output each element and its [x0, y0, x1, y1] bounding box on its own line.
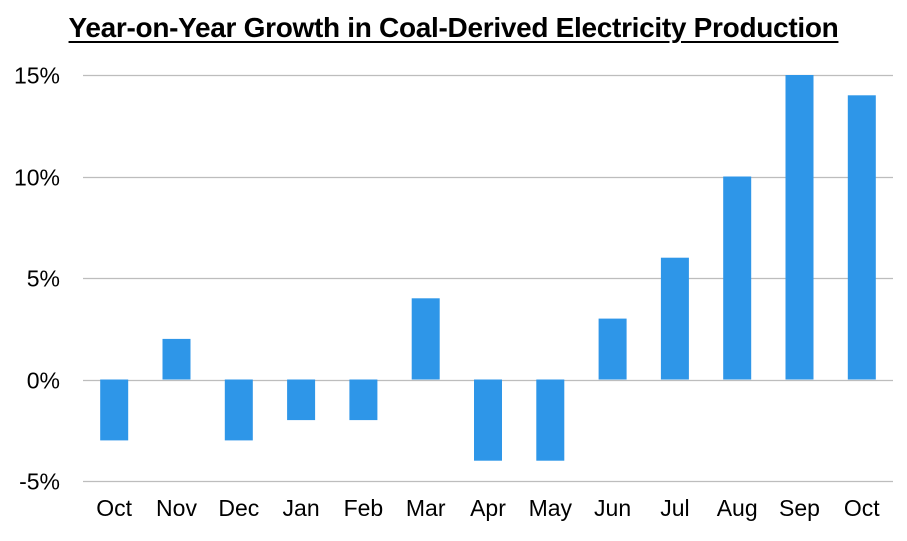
x-tick-label: Jun	[594, 495, 631, 521]
y-tick-label: -5%	[19, 469, 60, 495]
x-tick-label: Sep	[779, 495, 820, 521]
y-tick-label: 15%	[14, 63, 60, 89]
x-tick-label: Jul	[660, 495, 689, 521]
chart-title: Year-on-Year Growth in Coal-Derived Elec…	[68, 12, 839, 43]
x-tick-label: Apr	[470, 495, 506, 521]
bar-dec-2	[224, 379, 253, 441]
bar-aug-10	[723, 176, 752, 380]
bar-jun-8	[598, 318, 627, 380]
bar-oct-0	[100, 379, 129, 441]
bar-apr-6	[474, 379, 502, 461]
y-tick-label: 5%	[27, 266, 60, 292]
x-tick-label: Aug	[717, 495, 758, 521]
x-tick-label: Feb	[344, 495, 384, 521]
y-tick-label: 10%	[14, 165, 60, 191]
x-axis-tick-labels: Oct Nov Dec Jan Feb Mar Apr May Jun Jul Aug Sep Oct	[96, 495, 880, 521]
x-tick-label: Dec	[218, 495, 259, 521]
bar-jul-9	[660, 257, 689, 380]
bar-sep-11	[785, 75, 814, 380]
x-tick-label: May	[529, 495, 573, 521]
y-axis-tick-labels: -5% 0% 5% 10% 15%	[14, 63, 60, 495]
bar-feb-4	[349, 379, 378, 421]
y-tick-label: 0%	[27, 368, 60, 394]
bars	[100, 75, 876, 461]
x-tick-label: Mar	[406, 495, 446, 521]
x-tick-label: Oct	[96, 495, 132, 521]
x-tick-label: Jan	[283, 495, 320, 521]
bar-oct-12	[847, 95, 876, 380]
bar-mar-5	[411, 298, 440, 380]
bar-jan-3	[287, 379, 316, 421]
x-tick-label: Nov	[156, 495, 197, 521]
x-tick-label: Oct	[844, 495, 880, 521]
bar-may-7	[536, 379, 565, 461]
bar-nov-1	[162, 338, 191, 380]
